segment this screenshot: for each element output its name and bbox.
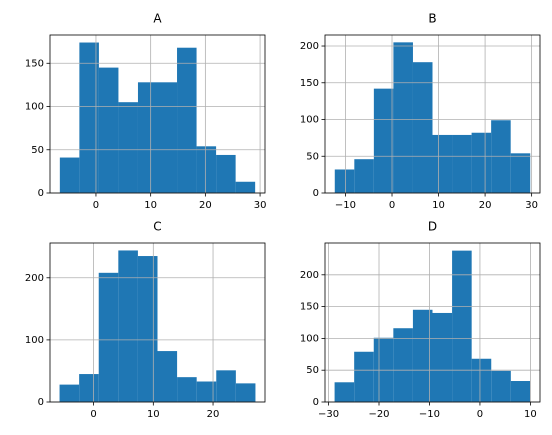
histogram-bar xyxy=(196,146,217,193)
histogram-bar xyxy=(137,256,158,402)
histogram-bar xyxy=(354,159,374,193)
histogram-bar xyxy=(452,250,472,402)
histogram-bar xyxy=(177,47,197,193)
y-tick-label: 50 xyxy=(306,365,319,376)
x-tick-label: 10 xyxy=(524,409,537,420)
histogram-bar xyxy=(393,42,413,193)
y-tick-label: 0 xyxy=(38,397,44,408)
histogram-bar xyxy=(471,132,492,193)
y-tick-label: 200 xyxy=(300,41,319,52)
histogram-bar xyxy=(98,272,119,402)
histogram-bar xyxy=(98,67,119,193)
histogram-bar xyxy=(79,374,99,402)
x-tick-label: −30 xyxy=(318,409,339,420)
subplot-title: D xyxy=(428,220,437,234)
histogram-bar xyxy=(157,351,178,402)
histogram-bar xyxy=(334,382,355,402)
y-tick-label: 150 xyxy=(25,58,44,69)
x-tick-label: 20 xyxy=(479,200,492,211)
y-tick-label: 150 xyxy=(300,78,319,89)
y-tick-label: 200 xyxy=(25,273,44,284)
histogram-bar xyxy=(59,157,80,193)
x-tick-label: 20 xyxy=(207,409,220,420)
x-tick-label: 20 xyxy=(199,200,212,211)
x-tick-label: 30 xyxy=(525,200,538,211)
histogram-bar xyxy=(491,370,511,402)
histogram-bar xyxy=(79,42,99,194)
axes-frame xyxy=(324,34,541,194)
histogram-bar xyxy=(235,383,256,402)
histogram-bar xyxy=(118,102,138,193)
histogram-bar xyxy=(216,370,236,402)
y-tick-label: 100 xyxy=(25,335,44,346)
x-tick-label: 0 xyxy=(389,200,395,211)
histogram-bar xyxy=(216,154,236,193)
axes-frame xyxy=(49,34,266,194)
histogram-bar xyxy=(118,250,138,402)
subplot-title: B xyxy=(428,12,436,26)
histogram-bar xyxy=(471,358,492,402)
y-tick-label: 0 xyxy=(313,397,319,408)
histogram-bar xyxy=(432,134,453,193)
x-tick-label: −20 xyxy=(368,409,389,420)
y-tick-label: 100 xyxy=(300,115,319,126)
y-tick-label: 100 xyxy=(300,333,319,344)
subplot-title: A xyxy=(153,12,162,26)
x-tick-label: 0 xyxy=(93,200,99,211)
histogram-bar xyxy=(510,153,531,193)
histogram-bar xyxy=(393,328,413,402)
y-tick-label: 0 xyxy=(313,188,319,199)
histogram-bar xyxy=(412,309,433,402)
histogram-bar xyxy=(177,377,197,402)
histogram-bar xyxy=(196,381,217,402)
x-tick-label: 0 xyxy=(90,409,96,420)
histogram-bar xyxy=(432,312,453,402)
x-tick-label: −10 xyxy=(335,200,356,211)
histogram-bar xyxy=(157,82,178,193)
x-tick-label: 10 xyxy=(147,409,160,420)
histogram-bar xyxy=(334,169,355,193)
histogram-bar xyxy=(452,134,472,193)
histogram-bar xyxy=(354,351,374,402)
y-tick-label: 100 xyxy=(25,102,44,113)
y-tick-label: 0 xyxy=(38,188,44,199)
x-tick-label: −10 xyxy=(419,409,440,420)
y-tick-label: 150 xyxy=(300,302,319,313)
axes-frame xyxy=(49,242,266,403)
x-tick-label: 30 xyxy=(254,200,267,211)
y-tick-label: 50 xyxy=(306,151,319,162)
histogram-bar xyxy=(412,62,433,193)
histogram-bar xyxy=(59,384,80,402)
x-tick-label: 10 xyxy=(432,200,445,211)
x-tick-label: 0 xyxy=(477,409,483,420)
subplot-title: C xyxy=(153,220,161,234)
histogram-bar xyxy=(373,88,394,193)
y-tick-label: 200 xyxy=(300,270,319,281)
histogram-bar xyxy=(235,181,256,193)
histogram-bar xyxy=(510,381,531,402)
axes-frame xyxy=(324,242,541,403)
histogram-bar xyxy=(137,82,158,193)
x-tick-label: 10 xyxy=(144,200,157,211)
y-tick-label: 50 xyxy=(31,145,44,156)
